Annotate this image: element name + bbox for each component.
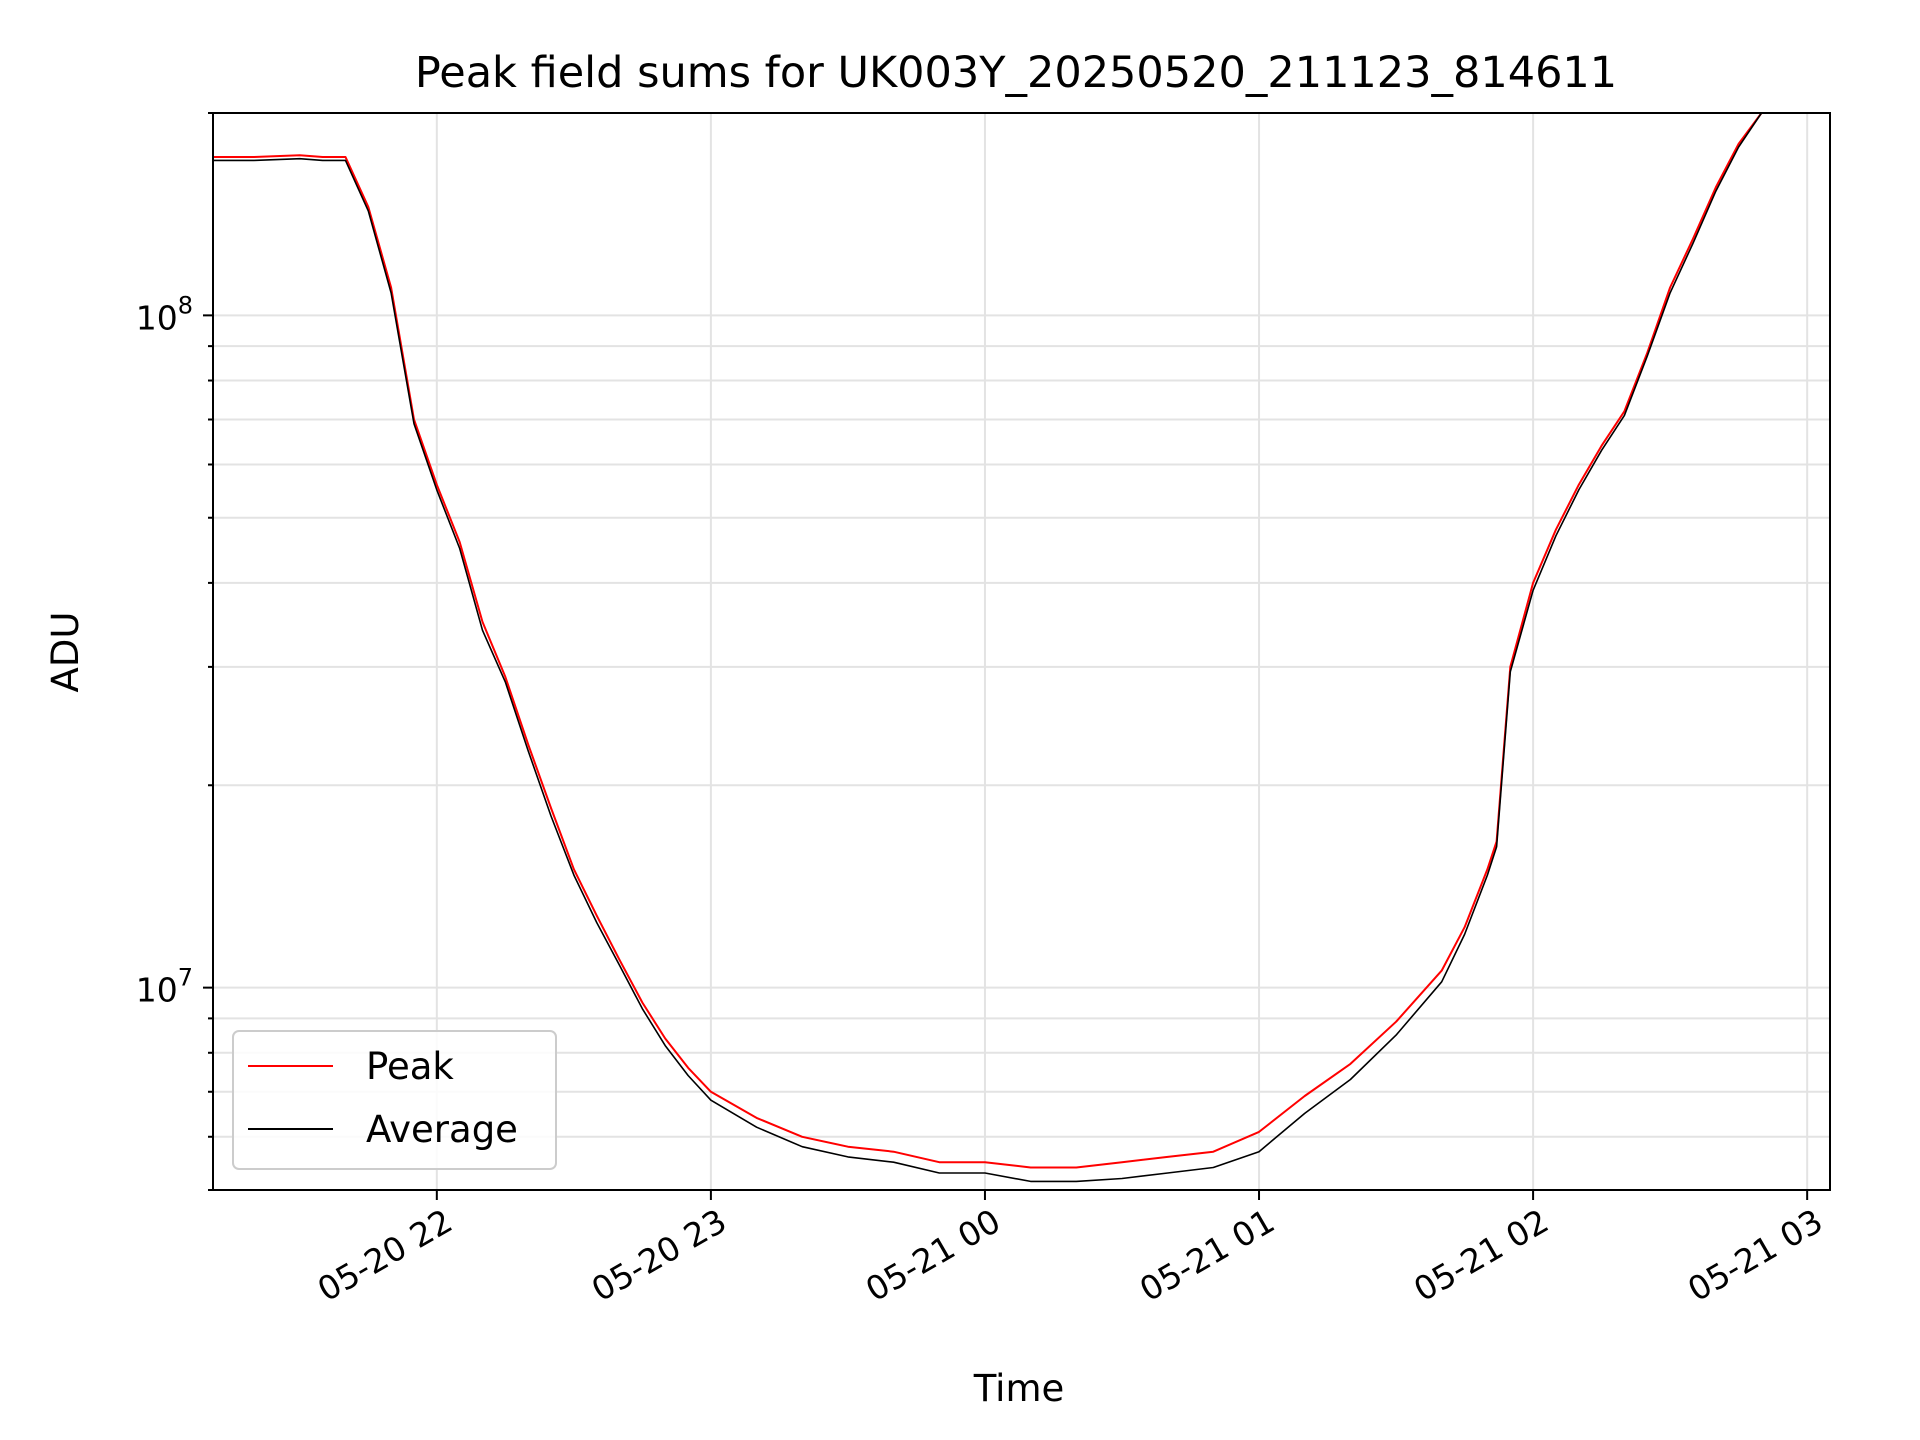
y-axis-label: ADU bbox=[44, 612, 87, 693]
legend: Peak Average bbox=[232, 1030, 557, 1170]
plot-area bbox=[213, 112, 1830, 1183]
y-axis: 107 108 bbox=[136, 112, 213, 1191]
plot-frame bbox=[212, 112, 1831, 1191]
series-line-peak bbox=[213, 112, 1830, 1169]
y-tick-label: 108 bbox=[136, 291, 193, 337]
legend-label-average: Average bbox=[366, 1108, 518, 1151]
x-axis-label: Time bbox=[973, 1367, 1065, 1410]
legend-label-peak: Peak bbox=[366, 1045, 454, 1088]
chart-title: Peak field sums for UK003Y_20250520_2111… bbox=[415, 48, 1617, 98]
series-line-average bbox=[213, 112, 1830, 1183]
y-tick-label: 107 bbox=[136, 964, 193, 1010]
